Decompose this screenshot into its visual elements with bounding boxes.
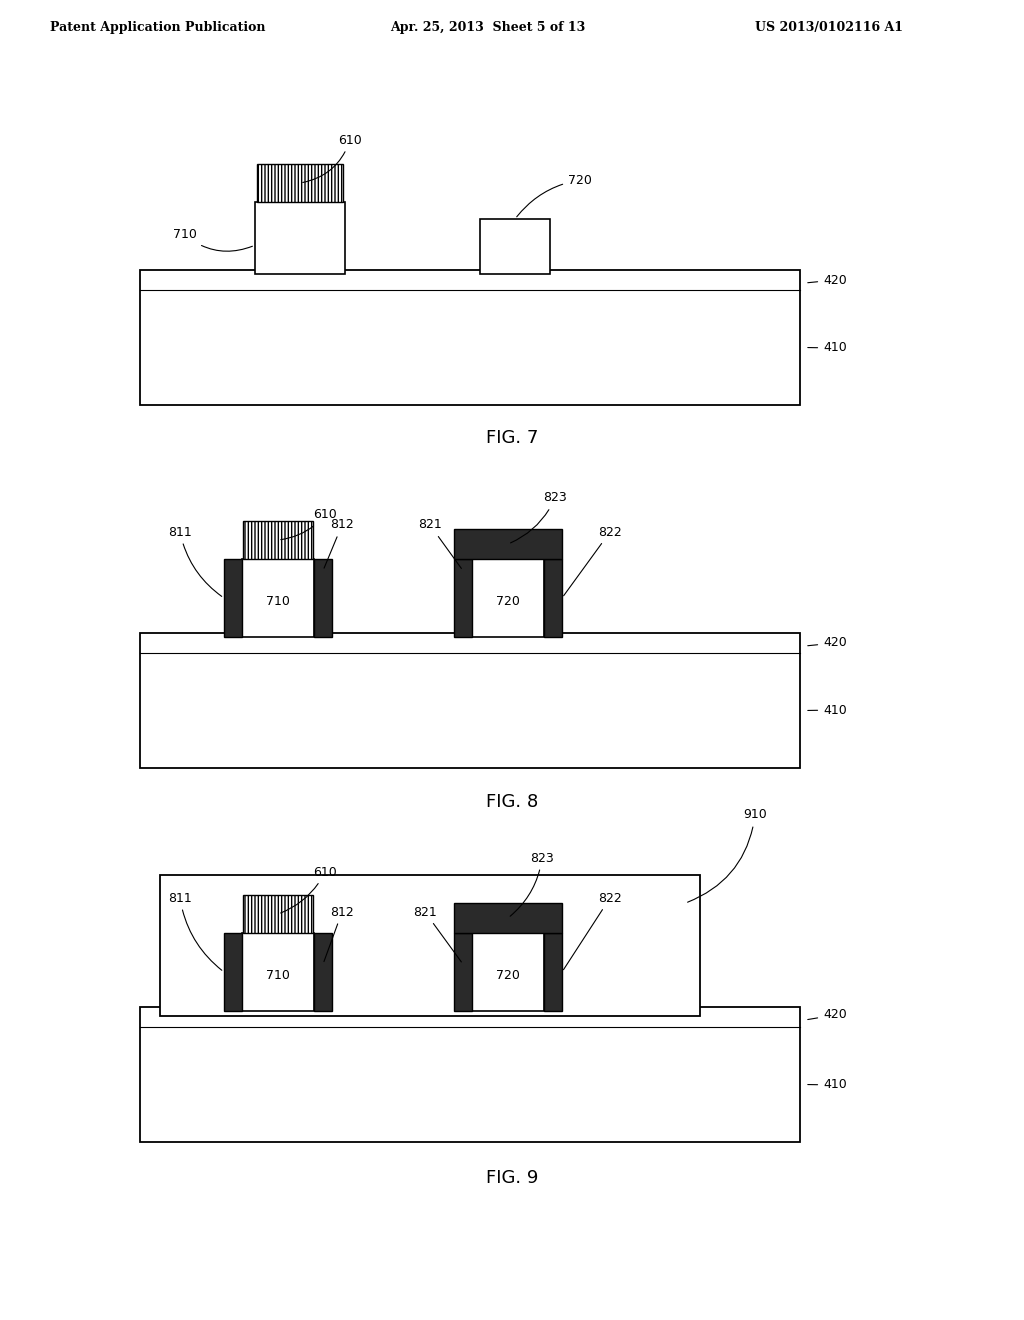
Bar bbox=[242, 558, 314, 638]
Text: 720: 720 bbox=[496, 595, 520, 609]
Text: 710: 710 bbox=[266, 969, 290, 982]
Bar bbox=[160, 875, 700, 1016]
Text: 410: 410 bbox=[808, 342, 847, 355]
Bar bbox=[242, 933, 314, 1011]
Text: 410: 410 bbox=[808, 704, 847, 717]
Bar bbox=[224, 558, 242, 638]
Bar bbox=[314, 933, 332, 1011]
Text: FIG. 9: FIG. 9 bbox=[485, 1170, 539, 1187]
Bar bbox=[454, 903, 562, 933]
Text: FIG. 7: FIG. 7 bbox=[485, 429, 539, 447]
Text: 811: 811 bbox=[168, 891, 222, 970]
Text: Patent Application Publication: Patent Application Publication bbox=[50, 21, 265, 33]
Text: Apr. 25, 2013  Sheet 5 of 13: Apr. 25, 2013 Sheet 5 of 13 bbox=[390, 21, 586, 33]
Bar bbox=[472, 933, 544, 1011]
Bar bbox=[480, 219, 550, 275]
Bar bbox=[454, 933, 472, 1011]
Text: FIG. 8: FIG. 8 bbox=[485, 793, 539, 810]
Text: 823: 823 bbox=[510, 851, 554, 916]
Text: 710: 710 bbox=[266, 595, 290, 609]
Text: 610: 610 bbox=[303, 133, 361, 182]
Bar bbox=[257, 164, 343, 202]
Text: 821: 821 bbox=[418, 519, 462, 569]
Text: 910: 910 bbox=[687, 808, 767, 902]
Text: 410: 410 bbox=[808, 1078, 847, 1092]
Bar bbox=[140, 634, 800, 768]
Bar bbox=[140, 1007, 800, 1142]
Text: US 2013/0102116 A1: US 2013/0102116 A1 bbox=[755, 21, 903, 33]
Bar bbox=[224, 933, 242, 1011]
Bar bbox=[314, 558, 332, 638]
Bar bbox=[243, 895, 313, 933]
Bar bbox=[472, 558, 544, 638]
Bar bbox=[454, 558, 472, 638]
Text: 720: 720 bbox=[496, 969, 520, 982]
Text: 420: 420 bbox=[808, 636, 847, 649]
Text: 811: 811 bbox=[168, 525, 222, 597]
Text: 812: 812 bbox=[324, 906, 354, 961]
Bar bbox=[255, 202, 345, 275]
Text: 822: 822 bbox=[563, 525, 622, 595]
Bar bbox=[454, 529, 562, 558]
Text: 420: 420 bbox=[808, 273, 847, 286]
Bar bbox=[243, 521, 313, 558]
Text: 720: 720 bbox=[517, 173, 592, 216]
Text: 823: 823 bbox=[511, 491, 567, 543]
Text: 822: 822 bbox=[563, 891, 622, 970]
Text: 610: 610 bbox=[281, 866, 337, 913]
Text: 710: 710 bbox=[173, 228, 253, 251]
Bar bbox=[544, 933, 562, 1011]
Bar bbox=[544, 558, 562, 638]
Text: 812: 812 bbox=[324, 519, 354, 568]
Text: 610: 610 bbox=[281, 508, 337, 540]
Text: 821: 821 bbox=[413, 906, 462, 962]
Bar bbox=[140, 271, 800, 405]
Text: 420: 420 bbox=[808, 1008, 847, 1022]
